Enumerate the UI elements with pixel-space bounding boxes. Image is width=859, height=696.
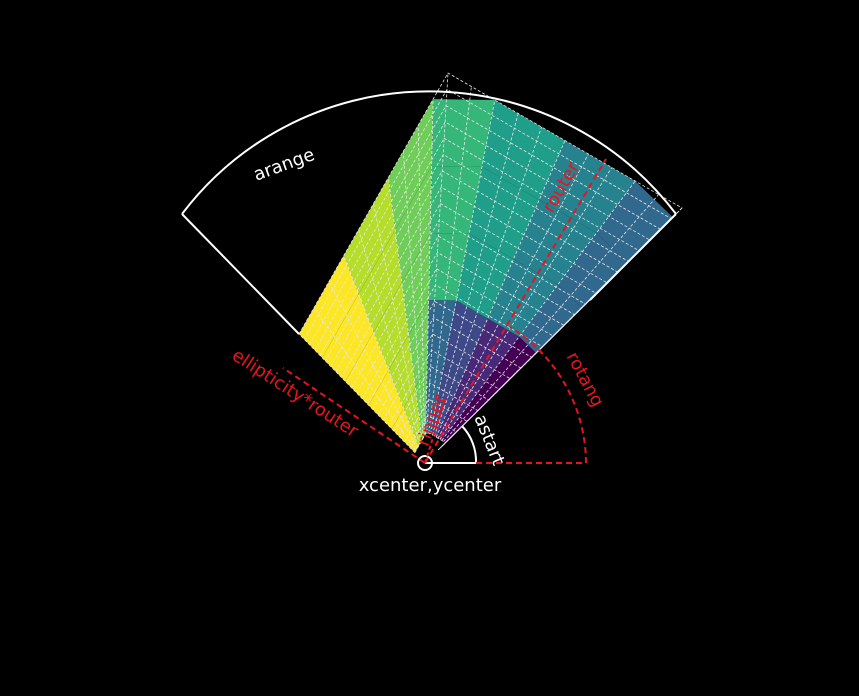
ellipticity-router-line [282,367,426,464]
grid-ring-line [356,251,565,394]
grid-radial-line [343,255,419,447]
sector-cell [358,229,402,332]
sector-cell [469,166,540,260]
grid-radial-line [437,153,589,439]
sector-cell [403,387,423,447]
sector-cell [513,199,597,285]
grid-ring-line [409,414,457,448]
sector-cell [427,299,457,368]
sector-cell [368,370,404,429]
arange-left-edge [181,213,300,335]
grid-radial-line [328,281,418,449]
grid-ring-line [303,88,672,340]
grid-radial-line [417,125,425,436]
rotang-arc [509,326,587,464]
sector-cell [388,99,434,230]
grid-ring-line [414,431,447,453]
grid-ring-line [372,300,533,410]
rinner-line [424,395,447,464]
grid-radial-line [428,86,472,433]
grid-ring-line [388,349,500,426]
sector-cell [299,255,359,358]
astart-arc [461,425,478,464]
center-label: xcenter,ycenter [359,475,502,496]
grid-radial-line [439,167,613,440]
router-line [424,158,607,464]
sector-cell [343,177,396,294]
grid-radial-line [402,151,424,439]
sector-cell [415,366,428,441]
grid-ring-line [351,235,576,389]
sector-cell [539,140,636,233]
grid-ring-line [398,382,479,437]
sector-cell [391,408,419,453]
sector-cell [401,233,431,336]
sector-cell [395,166,432,283]
grid-ring-line [404,398,468,443]
arange-right-edge [589,213,677,301]
arange-arc [181,90,677,215]
grid-ring-line [335,186,608,372]
sector-cell [322,293,374,382]
sector-cell [443,300,488,378]
grid-radial-line [433,126,542,437]
grid-ring-line [319,137,640,356]
grid-ring-line [382,333,511,421]
grid-radial-line [358,229,421,445]
sector-cell [431,99,495,167]
center-marker [417,455,433,471]
sector-cell [481,100,565,200]
sector-cell [430,166,482,234]
grid-radial-line [443,194,659,442]
sector-cell [425,366,444,434]
grid-radial-line [441,180,636,441]
